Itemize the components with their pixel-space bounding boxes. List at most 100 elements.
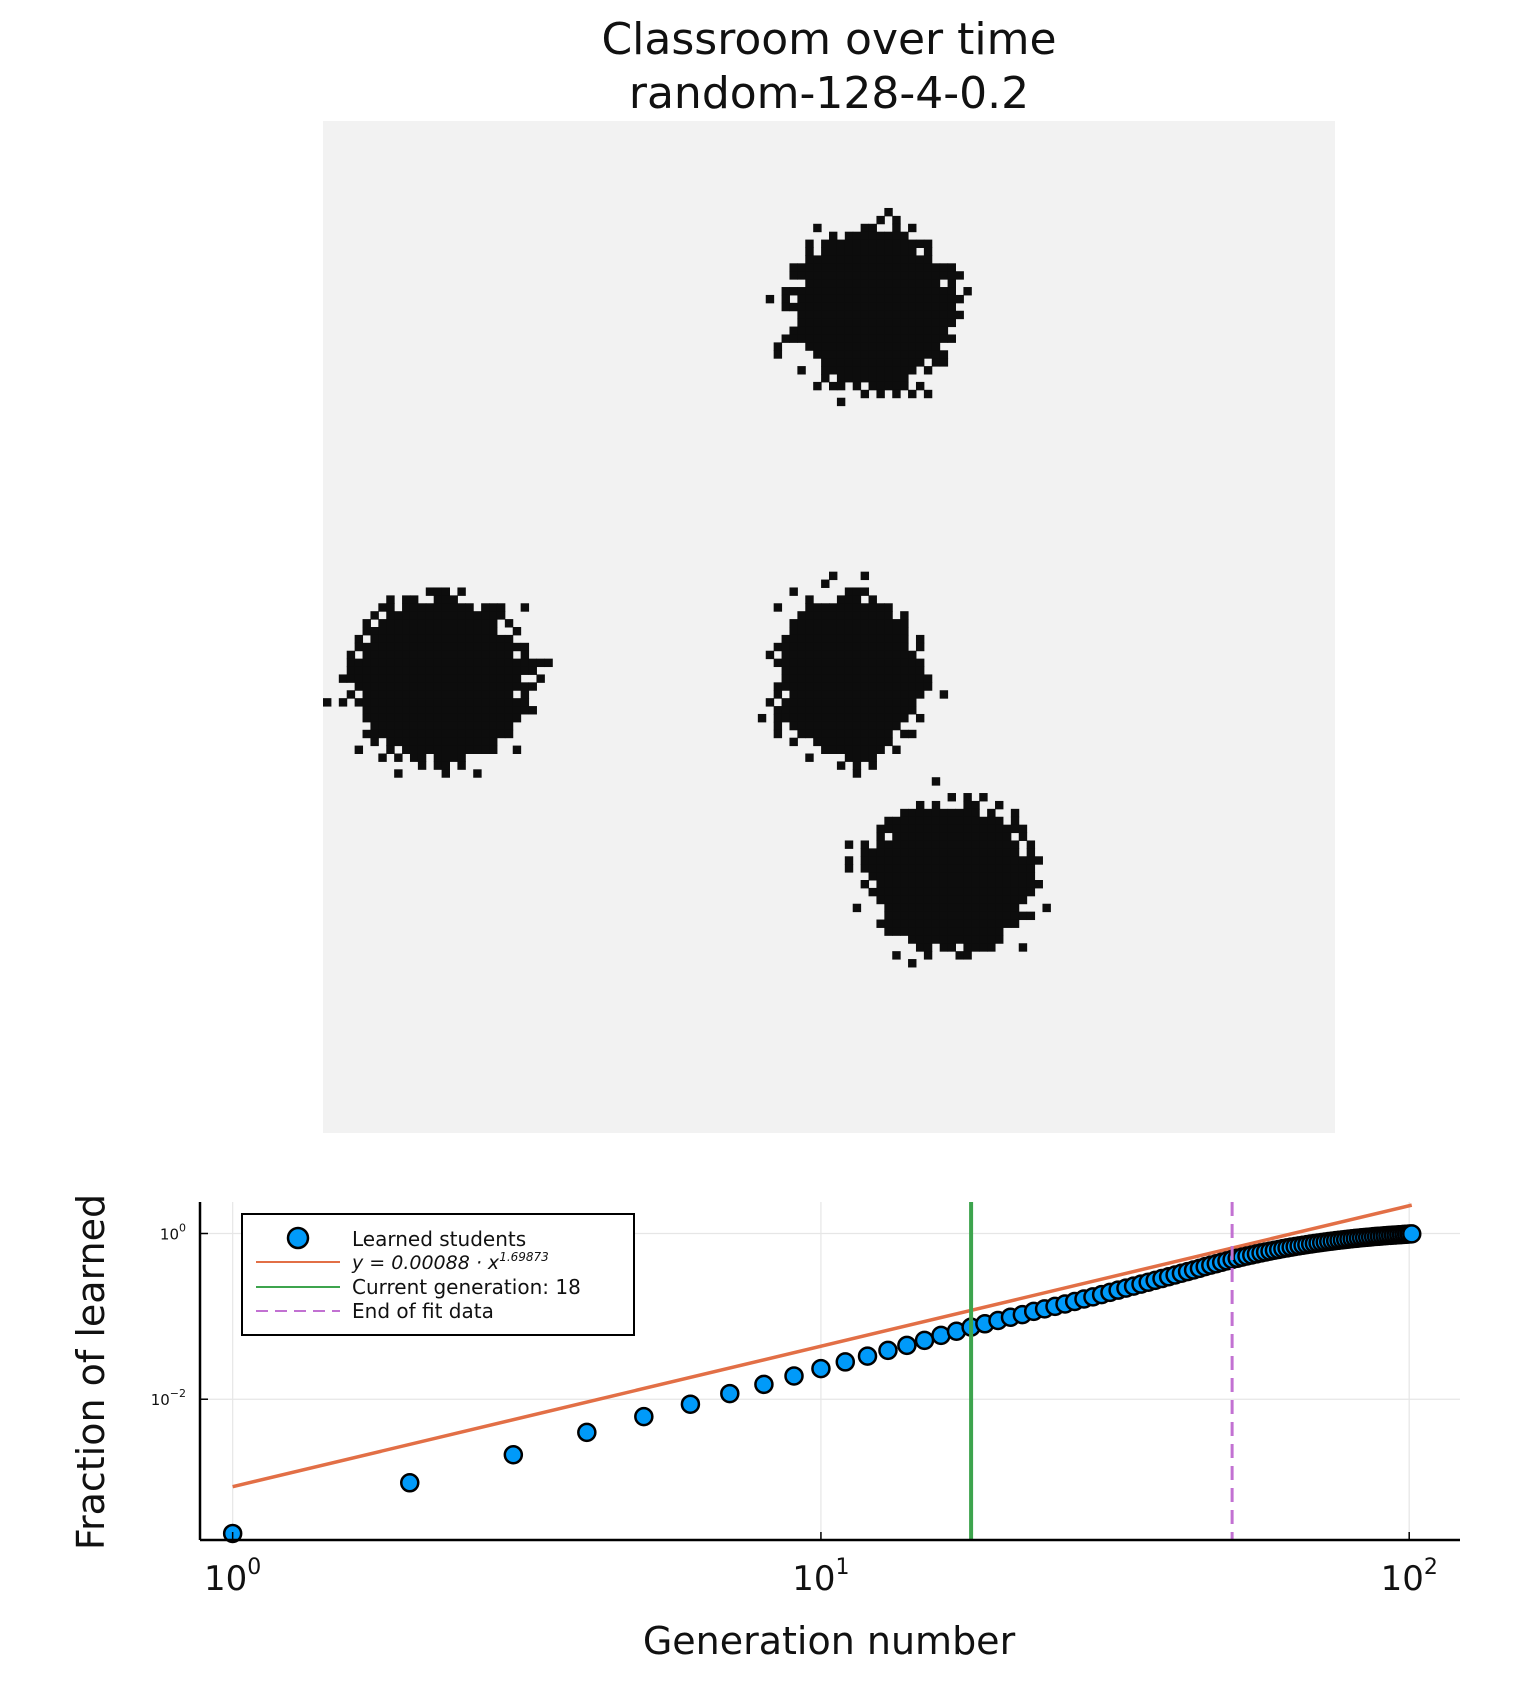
learned-cell [797,326,806,335]
learned-cell [378,682,387,691]
learned-cell [868,682,877,691]
learned-cell [441,595,450,604]
learned-cell [362,658,371,668]
learned-cell [900,634,909,644]
learned-cell [489,642,498,652]
learned-cell [433,658,443,668]
learned-cell [409,721,419,731]
learned-cell [821,682,830,691]
learned-cell [947,279,956,288]
learned-cell [915,895,925,905]
data-point [400,1473,420,1493]
learned-cell [1026,880,1036,889]
learned-cell [433,729,443,739]
learned-cell [868,326,877,335]
learned-cell [915,674,925,683]
learned-cell [441,658,450,668]
learned-cell [884,903,893,913]
learned-cell [963,856,972,865]
learned-cell [876,674,885,683]
learned-cell [939,848,949,857]
learned-cell [908,848,917,857]
learned-cell [852,603,862,612]
learned-cell [915,302,925,312]
learned-cell [829,698,838,707]
learned-cell [844,650,854,660]
learned-cell [394,674,403,683]
learned-cell [512,674,522,683]
learned-cell [836,745,846,754]
learned-cell [900,682,909,691]
learned-cell [852,350,862,359]
learned-cell [457,674,466,683]
learned-cell [939,302,949,312]
learned-cell [836,634,846,644]
learned-cell [765,294,775,304]
learned-cell [844,713,854,723]
learned-cell [512,745,522,754]
learned-cell [900,287,909,296]
learned-cell [876,231,885,241]
learned-cell [433,611,443,620]
learned-cell [908,674,917,683]
learned-cell [939,271,949,280]
learned-cell [900,358,909,367]
learned-cell [931,777,941,786]
learned-cell [449,634,458,644]
learned-cell [394,627,403,636]
learned-cell [947,864,956,873]
data-point [720,1383,740,1404]
learned-cell [425,706,435,715]
learned-cell [979,887,988,897]
learned-cell [821,642,830,652]
learned-cell [876,326,885,335]
learned-cell [955,880,964,889]
learned-cell [520,682,530,691]
learned-cell [939,840,949,849]
learned-cell [947,927,956,936]
learned-cell [923,389,933,399]
learned-cell [860,366,870,375]
learned-cell [441,698,450,707]
learned-cell [829,650,838,660]
learned-cell [496,634,506,644]
learned-cell [868,864,877,873]
learned-cell [852,263,862,272]
learned-cell [829,603,838,612]
learned-cell [908,263,917,272]
learned-cell [860,271,870,280]
learned-cell [433,737,443,747]
learned-cell [378,634,387,644]
learned-cell [852,294,862,304]
learned-cell [900,374,909,383]
learned-cell [947,816,956,826]
learned-cell [489,674,498,683]
learned-cell [457,761,466,770]
learned-cell [876,880,885,889]
learned-cell [836,397,846,407]
learned-cell [892,903,901,913]
learned-cell [441,737,450,747]
learned-cell [860,753,870,762]
learned-cell [441,619,450,628]
learned-cell [829,627,838,636]
learned-cell [931,342,941,351]
learned-cell [939,310,949,320]
learned-cell [939,887,949,897]
learned-cell [1010,880,1020,889]
learned-cell [386,627,395,636]
learned-cell [868,279,877,288]
learned-cell [449,721,458,731]
learned-cell [844,856,854,865]
learned-cell [441,587,450,596]
learned-cell [844,619,854,628]
learned-cell [868,666,877,675]
learned-cell [892,271,901,280]
learned-cell [362,619,371,628]
learned-cell [338,698,348,707]
learned-cell [892,911,901,921]
learned-cell [386,603,395,612]
learned-cell [939,919,949,928]
learned-cell [433,666,443,675]
